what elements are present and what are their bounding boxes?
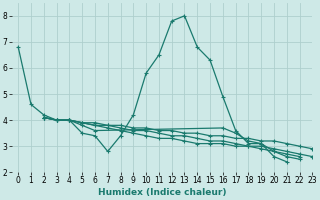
X-axis label: Humidex (Indice chaleur): Humidex (Indice chaleur): [98, 188, 226, 197]
